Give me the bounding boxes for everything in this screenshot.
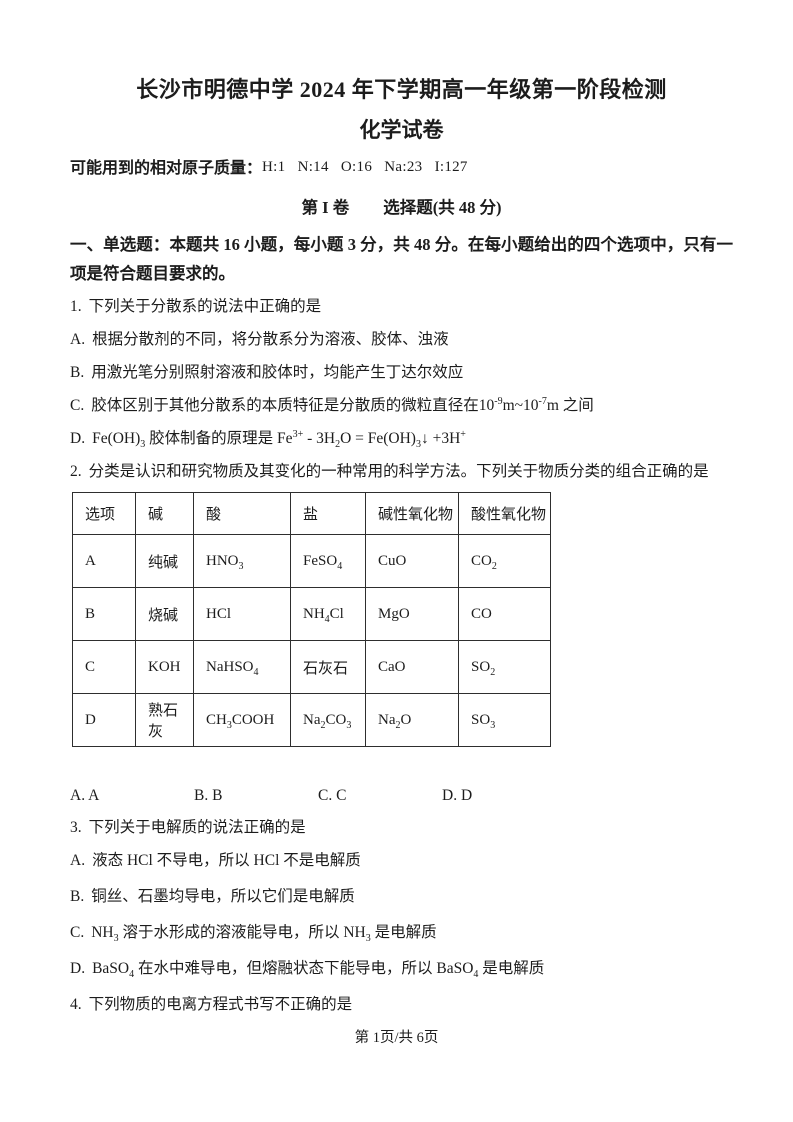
question-3: 3. 下列关于电解质的说法正确的是 A. 液态 HCl 不导电，所以 HCl 不是电… [70, 815, 733, 982]
table-cell: D [72, 693, 136, 747]
question-number: 4. [70, 996, 82, 1013]
volume-label: 第 I 卷 [301, 198, 350, 217]
atomic-mass-label: 可能用到的相对原子质量： [70, 160, 263, 177]
table-cell: FeSO4 [290, 534, 366, 588]
option-text: 液态 HCl 不导电，所以 HCl 不是电解质 [92, 852, 361, 869]
question-3-stem: 3. 下列关于电解质的说法正确的是 [70, 815, 733, 841]
option-text: BaSO4 在水中难导电，但熔融状态下能导电，所以 BaSO4 是电解质 [92, 960, 545, 981]
question-text: 下列关于电解质的说法正确的是 [88, 819, 306, 836]
table-row: B 烧碱 HCl NH4Cl MgO CO [72, 587, 551, 641]
classification-table: 选项 碱 酸 盐 碱性氧化物 酸性氧化物 A 纯碱 HNO3 FeSO4 CuO CO2 B… [72, 492, 551, 747]
table-cell: 纯碱 [135, 534, 194, 588]
table-header-row: 选项 碱 酸 盐 碱性氧化物 酸性氧化物 [72, 492, 551, 535]
option-text: 根据分散剂的不同，将分散系分为溶液、胶体、浊液 [92, 331, 449, 348]
question-1-option-a: A. 根据分散剂的不同，将分散系分为溶液、胶体、浊液 [70, 327, 733, 353]
table-header-cell: 碱 [135, 492, 194, 535]
option-text: NH3 溶于水形成的溶液能导电，所以 NH3 是电解质 [91, 924, 437, 945]
question-4-stem: 4. 下列物质的电离方程式书写不正确的是 [70, 992, 733, 1018]
table-row: A 纯碱 HNO3 FeSO4 CuO CO2 [72, 534, 551, 588]
question-1-option-b: B. 用激光笔分别照射溶液和胶体时，均能产生丁达尔效应 [70, 360, 733, 386]
table-row: D 熟石灰 CH3COOH Na2CO3 Na2O SO3 [72, 693, 551, 747]
option-label: D. [70, 430, 86, 447]
question-1-stem: 1. 下列关于分散系的说法中正确的是 [70, 294, 733, 320]
table-cell: KOH [135, 640, 194, 694]
section-header: 第 I 卷 选择题(共 48 分) [70, 196, 733, 220]
answer-option-b: B. B [194, 787, 223, 804]
table-cell: MgO [365, 587, 459, 641]
question-1-option-d: D. Fe(OH)3 胶体制备的原理是 Fe3+ - 3H2O = Fe(OH)3… [70, 426, 733, 452]
page-title: 长沙市明德中学 2024 年下学期高一年级第一阶段检测 [136, 77, 667, 102]
table-cell: Na2O [365, 693, 459, 747]
table-row: C KOH NaHSO4 石灰石 CaO SO2 [72, 640, 551, 694]
option-label: A. [70, 331, 86, 348]
table-cell: 石灰石 [290, 640, 366, 694]
table-header-cell: 碱性氧化物 [365, 492, 459, 535]
table-header-cell: 选项 [72, 492, 136, 535]
option-label: C. [70, 924, 85, 941]
table-cell: SO3 [458, 693, 551, 747]
part-intro: 一、单选题：本题共 16 小题，每小题 3 分，共 48 分。在每小题给出的四个… [70, 235, 733, 283]
table-cell: NH4Cl [290, 587, 366, 641]
table-cell: SO2 [458, 640, 551, 694]
answer-option-d: D. D [442, 787, 473, 804]
option-label: B. [70, 364, 85, 381]
table-header-cell: 盐 [290, 492, 366, 535]
table-cell: 熟石灰 [135, 693, 194, 747]
option-label: A. [70, 852, 86, 869]
question-3-option-d: D. BaSO4 在水中难导电，但熔融状态下能导电，所以 BaSO4 是电解质 [70, 956, 733, 982]
section-title: 选择题(共 48 分) [383, 198, 502, 217]
question-2-answer-row: A. A B. B C. C D. D [70, 783, 733, 809]
question-number: 1. [70, 298, 82, 315]
table-cell: HNO3 [193, 534, 291, 588]
page-footer: 第 1页/共 6页 [354, 1030, 439, 1046]
option-text: 用激光笔分别照射溶液和胶体时，均能产生丁达尔效应 [91, 364, 464, 381]
table-cell: A [72, 534, 136, 588]
question-1-option-c: C. 胶体区别于其他分散系的本质特征是分散质的微粒直径在10-9m~10-7m 之… [70, 393, 733, 419]
table-cell: NaHSO4 [193, 640, 291, 694]
question-3-option-a: A. 液态 HCl 不导电，所以 HCl 不是电解质 [70, 848, 733, 874]
table-cell: CaO [365, 640, 459, 694]
classification-table-body: A 纯碱 HNO3 FeSO4 CuO CO2 B 烧碱 HCl NH4Cl MgO CO C KOH Na… [72, 534, 551, 747]
option-text: 胶体区别于其他分散系的本质特征是分散质的微粒直径在10-9m~10-7m 之间 [91, 395, 594, 414]
page-subtitle: 化学试卷 [359, 118, 444, 142]
table-header-cell: 酸 [193, 492, 291, 535]
option-label: B. [70, 888, 85, 905]
question-text: 下列物质的电离方程式书写不正确的是 [88, 996, 353, 1013]
table-cell: Na2CO3 [290, 693, 366, 747]
question-2: 2. 分类是认识和研究物质及其变化的一种常用的科学方法。下列关于物质分类的组合正确… [70, 459, 733, 809]
option-text: 铜丝、石墨均导电，所以它们是电解质 [91, 888, 355, 905]
question-text: 分类是认识和研究物质及其变化的一种常用的科学方法。下列关于物质分类的组合正确的是 [88, 463, 709, 480]
question-4: 4. 下列物质的电离方程式书写不正确的是 [70, 992, 733, 1018]
option-text: Fe(OH)3 胶体制备的原理是 Fe3+ - 3H2O = Fe(OH)3↓ … [92, 428, 466, 451]
option-label: C. [70, 397, 85, 414]
table-cell: 烧碱 [135, 587, 194, 641]
option-label: D. [70, 960, 86, 977]
table-header-cell: 酸性氧化物 [458, 492, 551, 535]
table-cell: CH3COOH [193, 693, 291, 747]
question-text: 下列关于分散系的说法中正确的是 [88, 298, 322, 315]
atomic-mass-values: H:1 N:14 O:16 Na:23 I:127 [262, 159, 468, 175]
question-1: 1. 下列关于分散系的说法中正确的是 A. 根据分散剂的不同，将分散系分为溶液、胶体… [70, 294, 733, 452]
answer-option-a: A. A [70, 787, 100, 804]
table-cell: HCl [193, 587, 291, 641]
question-number: 3. [70, 819, 82, 836]
table-cell: CuO [365, 534, 459, 588]
question-3-option-c: C. NH3 溶于水形成的溶液能导电，所以 NH3 是电解质 [70, 920, 733, 946]
table-cell: CO2 [458, 534, 551, 588]
table-cell: CO [458, 587, 551, 641]
table-cell: C [72, 640, 136, 694]
question-3-option-b: B. 铜丝、石墨均导电，所以它们是电解质 [70, 884, 733, 910]
table-cell: B [72, 587, 136, 641]
page-content: 长沙市明德中学 2024 年下学期高一年级第一阶段检测 化学试卷 可能用到的相对… [70, 77, 733, 1018]
question-2-stem: 2. 分类是认识和研究物质及其变化的一种常用的科学方法。下列关于物质分类的组合正确… [70, 459, 733, 485]
question-number: 2. [70, 463, 82, 480]
atomic-mass-line: 可能用到的相对原子质量：H:1 N:14 O:16 Na:23 I:127 [70, 158, 733, 180]
answer-option-c: C. C [318, 787, 347, 804]
